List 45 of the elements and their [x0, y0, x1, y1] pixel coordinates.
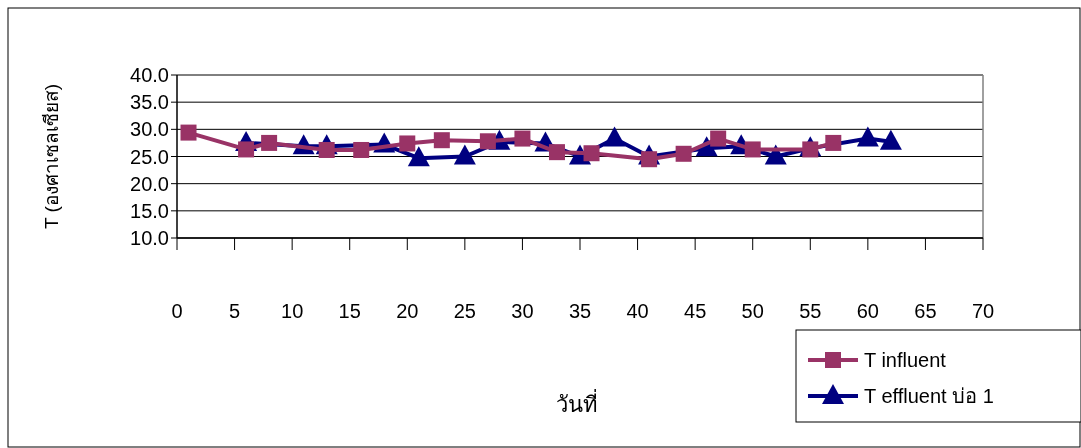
x-tick-label: 25 [453, 300, 476, 322]
y-tick-label: 10.0 [130, 227, 169, 249]
y-tick-label: 40.0 [130, 64, 169, 86]
point [764, 144, 787, 165]
x-tick-label: 50 [741, 300, 764, 322]
legend-label: T influent [864, 349, 947, 371]
x-tick-label: 70 [971, 300, 995, 322]
y-axis-title: T (องศาเซลเซียส) [41, 83, 62, 230]
point [744, 141, 761, 158]
point [603, 126, 626, 147]
x-tick-label: 65 [914, 300, 937, 322]
point [407, 146, 430, 167]
legend-label: T effluent บ่อ 1 [864, 385, 994, 407]
point [353, 141, 370, 158]
x-tick-label: 35 [568, 300, 592, 322]
point [583, 145, 600, 162]
y-tick-label: 15.0 [130, 199, 169, 222]
point [548, 144, 565, 161]
point [879, 129, 902, 150]
x-tick-label: 55 [799, 300, 822, 322]
x-tick-label: 30 [511, 300, 534, 322]
point [479, 133, 496, 150]
point [856, 126, 879, 147]
point [180, 124, 197, 141]
point [399, 135, 416, 152]
x-tick-label: 20 [396, 300, 419, 322]
point [514, 130, 531, 147]
x-tick-label: 5 [229, 300, 241, 322]
point [453, 144, 476, 165]
x-axis-title: วันที่ [556, 389, 598, 417]
x-tick-label: 60 [856, 300, 879, 322]
point [675, 145, 692, 162]
y-tick-label: 20.0 [130, 172, 169, 195]
x-tick-label: 15 [338, 300, 361, 322]
point [825, 134, 842, 151]
point [261, 134, 278, 151]
y-tick-label: 30.0 [130, 118, 169, 141]
x-tick-label: 40 [626, 300, 649, 322]
y-tick-label: 35.0 [130, 91, 169, 114]
y-tick-label: 25.0 [130, 145, 169, 168]
x-tick-label: 45 [684, 300, 707, 322]
point [710, 130, 727, 147]
x-tick-label: 10 [281, 300, 304, 322]
point [433, 132, 450, 149]
x-tick-label: 0 [171, 300, 183, 322]
